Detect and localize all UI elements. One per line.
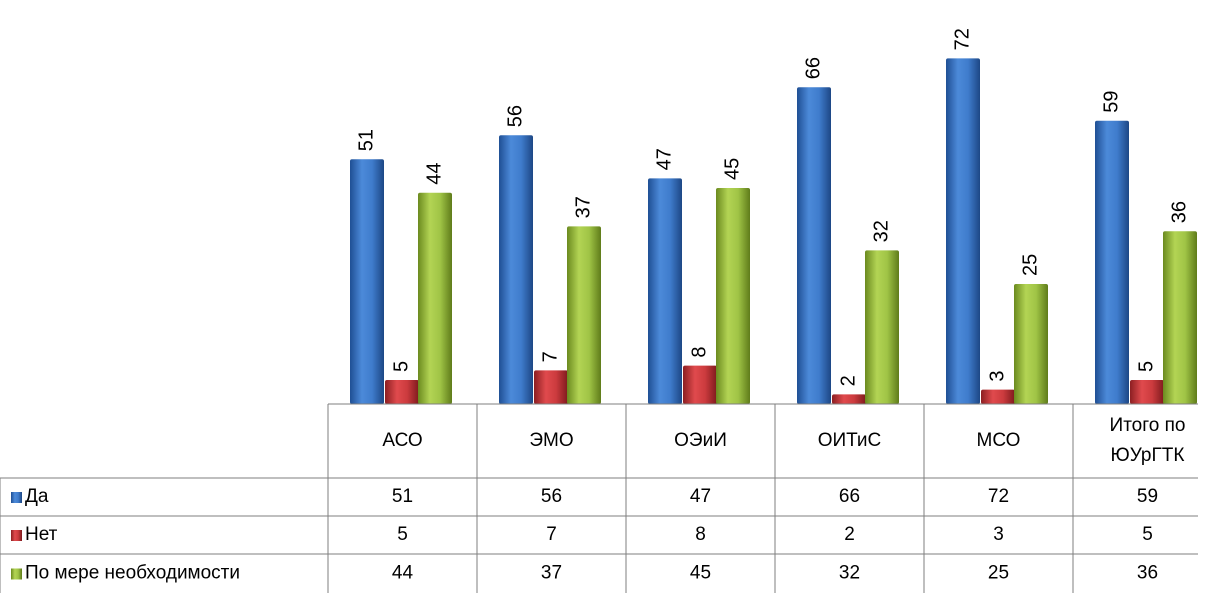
table-cell: 3 xyxy=(993,524,1004,545)
legend-entry: По мере необходимости xyxy=(25,563,240,584)
bar-net-0 xyxy=(385,380,419,404)
bar-net-1 xyxy=(534,370,568,404)
table-cell: 5 xyxy=(397,524,408,545)
bar-net-4 xyxy=(981,389,1015,404)
data-label: 36 xyxy=(1168,201,1190,223)
legend-entry: Да xyxy=(25,486,49,507)
category-label: ЮУрГТК xyxy=(1111,445,1185,466)
data-label: 47 xyxy=(653,148,675,170)
bar-da-0 xyxy=(350,159,384,404)
data-label: 8 xyxy=(688,346,710,357)
table-cell: 2 xyxy=(844,524,855,545)
data-label: 25 xyxy=(1019,254,1041,276)
bar-net-2 xyxy=(683,365,717,404)
legend-entry: Нет xyxy=(25,524,58,545)
table-cell: 51 xyxy=(392,486,413,507)
table-cell: 37 xyxy=(541,563,562,584)
bar-da-3 xyxy=(797,87,831,404)
data-label: 3 xyxy=(986,370,1008,381)
bar-net-3 xyxy=(832,394,866,404)
table-cell: 56 xyxy=(541,486,562,507)
bar-net-5 xyxy=(1130,380,1164,404)
category-label: ЭМО xyxy=(529,430,573,451)
bar-da-1 xyxy=(499,135,533,404)
category-label: МСО xyxy=(977,430,1021,451)
table-cell: 5 xyxy=(1142,524,1153,545)
category-label: Итого по xyxy=(1110,415,1186,436)
category-label: АСО xyxy=(382,430,422,451)
data-label: 44 xyxy=(423,163,445,185)
table-cell: 8 xyxy=(695,524,706,545)
data-label: 5 xyxy=(390,361,412,372)
data-label: 7 xyxy=(539,351,561,362)
bar-po-mere-0 xyxy=(418,192,452,404)
table-cell: 45 xyxy=(690,563,711,584)
data-label: 56 xyxy=(504,105,526,127)
table-cell: 66 xyxy=(839,486,860,507)
table-cell: 44 xyxy=(392,563,414,584)
legend-key xyxy=(11,530,22,541)
legend-key xyxy=(11,492,22,503)
bar-po-mere-2 xyxy=(716,188,750,404)
data-label: 37 xyxy=(572,196,594,218)
bar-po-mere-5 xyxy=(1163,231,1197,404)
table-cell: 72 xyxy=(988,486,1009,507)
bar-po-mere-1 xyxy=(567,226,601,404)
table-cell: 36 xyxy=(1137,563,1158,584)
data-label: 51 xyxy=(355,129,377,151)
table-cell: 59 xyxy=(1137,486,1158,507)
bar-da-4 xyxy=(946,58,980,405)
table-cell: 32 xyxy=(839,563,860,584)
bar-da-2 xyxy=(648,178,682,404)
category-label: ОЭиИ xyxy=(674,430,727,451)
data-label: 66 xyxy=(802,57,824,79)
legend-key xyxy=(11,568,22,580)
data-label: 5 xyxy=(1135,361,1157,372)
bar-da-5 xyxy=(1095,120,1129,405)
table-cell: 25 xyxy=(988,563,1009,584)
bar-po-mere-3 xyxy=(865,250,899,404)
data-label: 72 xyxy=(951,28,973,50)
bar-po-mere-4 xyxy=(1014,284,1048,404)
category-label: ОИТиС xyxy=(818,430,882,451)
data-label: 59 xyxy=(1100,91,1122,113)
data-label: 45 xyxy=(721,158,743,180)
data-label: 32 xyxy=(870,220,892,242)
table-cell: 7 xyxy=(546,524,557,545)
data-label: 2 xyxy=(837,375,859,386)
table-cell: 47 xyxy=(690,486,711,507)
